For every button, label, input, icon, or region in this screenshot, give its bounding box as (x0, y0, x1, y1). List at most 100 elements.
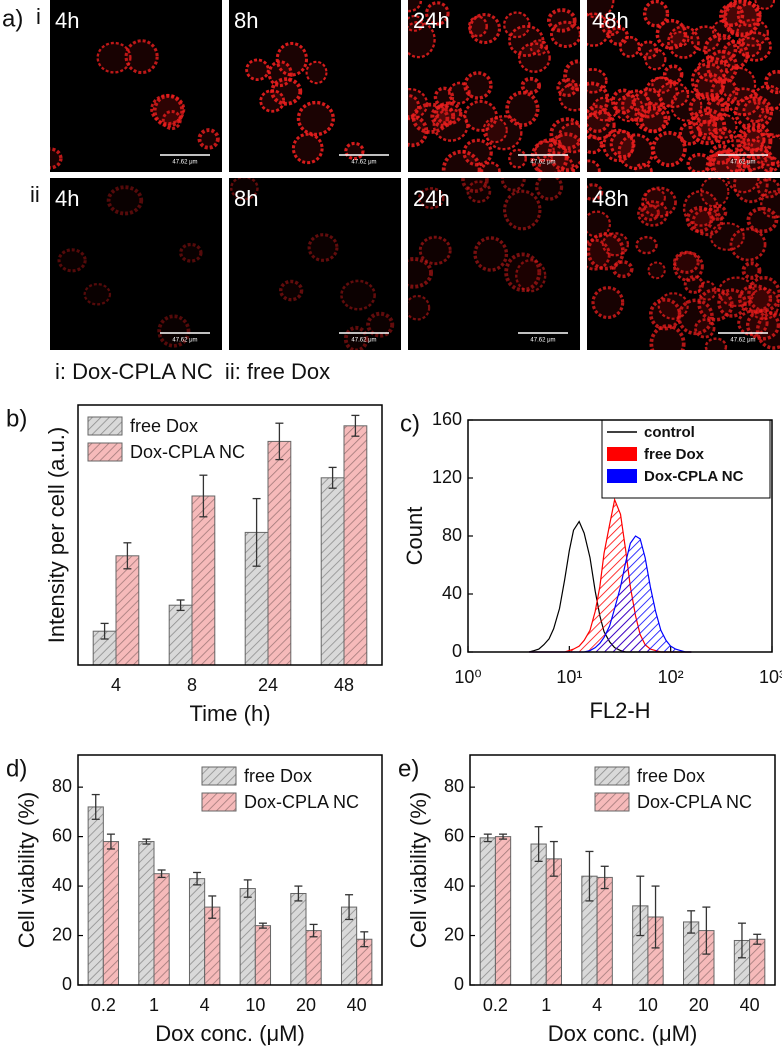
cell (463, 99, 498, 132)
bar (87, 806, 104, 986)
error-bar (483, 833, 492, 843)
cell (408, 114, 429, 148)
x-axis-label: FL2-H (589, 698, 650, 723)
cell (473, 236, 509, 272)
error-bar (252, 497, 261, 567)
image-label: 48h (592, 186, 629, 211)
x-tick-label: 10 (245, 995, 265, 1015)
legend-swatch (87, 416, 123, 436)
cell (340, 279, 376, 311)
y-axis-label: Count (402, 507, 427, 566)
legend-label: Dox-CPLA NC (637, 792, 752, 812)
cell (124, 39, 159, 75)
x-tick-label: 10³ (759, 667, 782, 687)
error-bar (702, 906, 711, 955)
cell (591, 286, 625, 320)
cell (229, 178, 259, 201)
error-bar (328, 466, 337, 489)
image-label: 8h (234, 8, 258, 33)
cell (725, 155, 746, 172)
cell (587, 232, 625, 271)
x-tick-label: 10 (638, 995, 658, 1015)
legend-swatch (607, 469, 637, 483)
cell (642, 0, 670, 28)
bar (115, 555, 140, 666)
micrograph: 4h 47.62 μm (50, 0, 222, 172)
cell (505, 90, 540, 127)
cell (587, 159, 601, 172)
cell (418, 235, 452, 266)
y-tick-label: 20 (52, 924, 72, 944)
area (529, 536, 692, 652)
cell (691, 207, 723, 237)
cell (713, 127, 734, 145)
legend-label: free Dox (637, 766, 705, 786)
image-label: 8h (234, 186, 258, 211)
scale-bar-label: 47.62 μm (730, 338, 755, 344)
cell (106, 185, 144, 216)
cell (718, 3, 745, 27)
scale-bar-label: 47.62 μm (351, 160, 376, 166)
y-tick-label: 80 (52, 776, 72, 796)
legend-swatch (87, 442, 123, 462)
cell (764, 69, 780, 95)
cells (408, 178, 564, 321)
x-tick-label: 1 (541, 995, 551, 1015)
error-bar (737, 922, 746, 959)
bar (494, 836, 512, 986)
cell (734, 94, 774, 130)
error-bar (91, 793, 100, 820)
x-tick-label: 24 (258, 675, 278, 695)
error-bar (199, 474, 208, 518)
image-label: 4h (55, 8, 79, 33)
cell (296, 100, 335, 137)
cell (197, 128, 220, 150)
cell (682, 190, 719, 227)
y-axis-label: Intensity per cell (a.u.) (44, 427, 69, 643)
cell (644, 76, 679, 109)
x-axis-label: Dox conc. (μM) (548, 1021, 698, 1046)
cell (633, 162, 653, 172)
cell (741, 261, 762, 280)
cell (745, 309, 780, 341)
error-bar (193, 871, 202, 886)
cell (468, 13, 502, 45)
cell (754, 0, 776, 10)
cell (508, 148, 527, 169)
image-background (229, 0, 401, 172)
cell (425, 1, 450, 26)
x-tick-label: 10⁰ (454, 667, 481, 687)
cell (291, 132, 324, 165)
legend-label: Dox-CPLA NC (644, 468, 744, 485)
error-bar (351, 414, 360, 437)
error-bar (753, 933, 762, 945)
legend-label: Dox-CPLA NC (130, 442, 245, 462)
error-bar (142, 838, 151, 845)
cell (697, 119, 718, 141)
cell (705, 150, 742, 172)
legend-label: control (644, 424, 695, 441)
bar (479, 837, 496, 986)
cell (587, 0, 615, 19)
cell (657, 292, 689, 320)
micrograph: 48h 47.62 μm (587, 0, 780, 172)
cell (619, 35, 641, 58)
y-tick-label: 80 (442, 525, 462, 545)
cells (408, 0, 580, 172)
cell (152, 94, 185, 128)
scale-bar-label: 47.62 μm (530, 160, 555, 166)
legend-label: free Dox (130, 416, 198, 436)
y-tick-label: 40 (444, 875, 464, 895)
cell (408, 257, 434, 289)
micrograph: 4h 47.62 μm (50, 178, 222, 350)
cell (408, 0, 423, 13)
cell (591, 96, 618, 122)
cell (179, 242, 203, 263)
cells (587, 0, 780, 172)
axis-frame (77, 404, 383, 666)
cell (307, 233, 339, 262)
error-bar (309, 923, 318, 938)
scale-bar-label: 47.62 μm (172, 338, 197, 344)
cell (609, 130, 636, 159)
